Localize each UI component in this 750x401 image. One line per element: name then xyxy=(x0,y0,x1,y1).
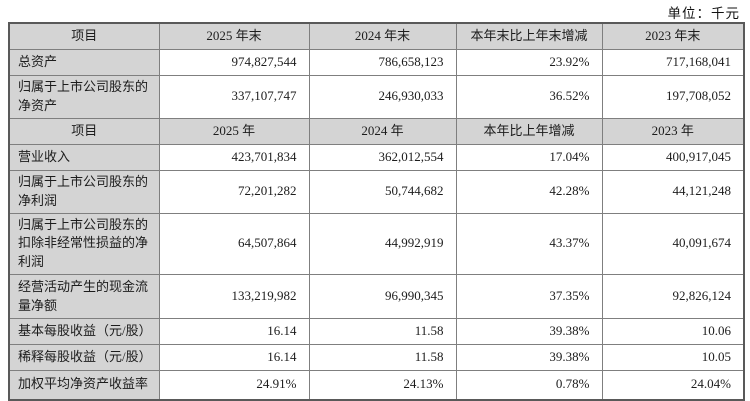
cell-value: 362,012,554 xyxy=(308,143,457,171)
cell-value: 16.14 xyxy=(158,318,310,346)
table-row: 归属于上市公司股东的净利润 72,201,282 50,744,682 42.2… xyxy=(8,169,745,214)
cell-value: 23.92% xyxy=(455,48,603,76)
cell-value: 42.28% xyxy=(455,169,603,214)
cell-value: 786,658,123 xyxy=(308,48,457,76)
table-row: 总资产 974,827,544 786,658,123 23.92% 717,1… xyxy=(8,48,745,76)
cell-value: 64,507,864 xyxy=(158,212,310,276)
table-row: 归属于上市公司股东的扣除非经常性损益的净利润 64,507,864 44,992… xyxy=(8,212,745,276)
table-row: 经营活动产生的现金流量净额 133,219,982 96,990,345 37.… xyxy=(8,274,745,320)
table-header-row-yearend: 项目 2025 年末 2024 年末 本年末比上年末增减 2023 年末 xyxy=(8,22,745,50)
unit-label: 单位：千元 xyxy=(667,6,740,21)
table-row: 归属于上市公司股东的净资产 337,107,747 246,930,033 36… xyxy=(8,74,745,119)
table-row: 营业收入 423,701,834 362,012,554 17.04% 400,… xyxy=(8,143,745,171)
financial-summary-table: 项目 2025 年末 2024 年末 本年末比上年末增减 2023 年末 总资产… xyxy=(8,22,745,401)
row-label: 加权平均净资产收益率 xyxy=(8,370,160,401)
row-label: 稀释每股收益（元/股） xyxy=(8,344,160,372)
cell-value: 24.91% xyxy=(158,370,310,401)
cell-value: 717,168,041 xyxy=(601,48,745,76)
column-header: 2025 年末 xyxy=(158,22,310,50)
column-header: 2023 年 xyxy=(601,117,745,145)
cell-value: 44,121,248 xyxy=(601,169,745,214)
cell-value: 24.04% xyxy=(601,370,745,401)
cell-value: 72,201,282 xyxy=(158,169,310,214)
cell-value: 43.37% xyxy=(455,212,603,276)
column-header: 项目 xyxy=(8,22,160,50)
column-header: 2024 年末 xyxy=(308,22,457,50)
cell-value: 197,708,052 xyxy=(601,74,745,119)
cell-value: 50,744,682 xyxy=(308,169,457,214)
cell-value: 36.52% xyxy=(455,74,603,119)
cell-value: 39.38% xyxy=(455,318,603,346)
row-label: 归属于上市公司股东的扣除非经常性损益的净利润 xyxy=(8,212,160,276)
cell-value: 0.78% xyxy=(455,370,603,401)
column-header: 2023 年末 xyxy=(601,22,745,50)
cell-value: 400,917,045 xyxy=(601,143,745,171)
cell-value: 39.38% xyxy=(455,344,603,372)
cell-value: 11.58 xyxy=(308,318,457,346)
row-label: 经营活动产生的现金流量净额 xyxy=(8,274,160,320)
row-label: 营业收入 xyxy=(8,143,160,171)
cell-value: 24.13% xyxy=(308,370,457,401)
cell-value: 974,827,544 xyxy=(158,48,310,76)
cell-value: 10.05 xyxy=(601,344,745,372)
column-header: 2025 年 xyxy=(158,117,310,145)
cell-value: 10.06 xyxy=(601,318,745,346)
cell-value: 246,930,033 xyxy=(308,74,457,119)
table-row: 加权平均净资产收益率 24.91% 24.13% 0.78% 24.04% xyxy=(8,370,745,401)
cell-value: 423,701,834 xyxy=(158,143,310,171)
row-label: 总资产 xyxy=(8,48,160,76)
column-header: 项目 xyxy=(8,117,160,145)
column-header: 本年末比上年末增减 xyxy=(455,22,603,50)
cell-value: 16.14 xyxy=(158,344,310,372)
cell-value: 337,107,747 xyxy=(158,74,310,119)
cell-value: 11.58 xyxy=(308,344,457,372)
table-row: 基本每股收益（元/股） 16.14 11.58 39.38% 10.06 xyxy=(8,318,745,346)
column-header: 2024 年 xyxy=(308,117,457,145)
row-label: 归属于上市公司股东的净资产 xyxy=(8,74,160,119)
table-row: 稀释每股收益（元/股） 16.14 11.58 39.38% 10.05 xyxy=(8,344,745,372)
cell-value: 133,219,982 xyxy=(158,274,310,320)
column-header: 本年比上年增减 xyxy=(455,117,603,145)
row-label: 归属于上市公司股东的净利润 xyxy=(8,169,160,214)
cell-value: 37.35% xyxy=(455,274,603,320)
cell-value: 17.04% xyxy=(455,143,603,171)
cell-value: 40,091,674 xyxy=(601,212,745,276)
cell-value: 96,990,345 xyxy=(308,274,457,320)
cell-value: 92,826,124 xyxy=(601,274,745,320)
row-label: 基本每股收益（元/股） xyxy=(8,318,160,346)
cell-value: 44,992,919 xyxy=(308,212,457,276)
table-header-row-annual: 项目 2025 年 2024 年 本年比上年增减 2023 年 xyxy=(8,117,745,145)
